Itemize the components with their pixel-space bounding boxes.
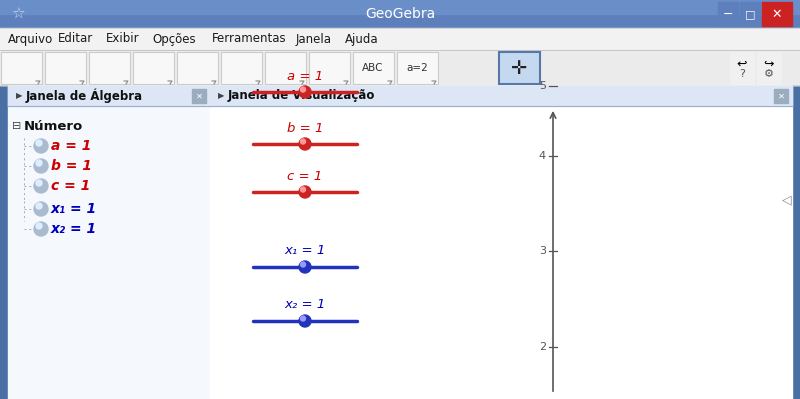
Bar bbox=[192, 89, 206, 103]
Circle shape bbox=[34, 179, 48, 193]
Bar bbox=[740, 2, 760, 26]
FancyBboxPatch shape bbox=[353, 52, 394, 84]
Text: Janela: Janela bbox=[296, 32, 332, 45]
Text: Ajuda: Ajuda bbox=[345, 32, 378, 45]
FancyBboxPatch shape bbox=[309, 52, 350, 84]
Text: b = 1: b = 1 bbox=[287, 122, 323, 134]
Bar bbox=[718, 2, 738, 26]
Bar bbox=[0, 0, 800, 14]
Circle shape bbox=[299, 86, 311, 98]
Text: 2: 2 bbox=[539, 342, 546, 352]
Text: x₂ = 1: x₂ = 1 bbox=[51, 222, 97, 236]
Text: ↪: ↪ bbox=[764, 57, 774, 71]
Text: Janela de Visualização: Janela de Visualização bbox=[228, 89, 375, 103]
FancyBboxPatch shape bbox=[177, 52, 218, 84]
Text: a = 1: a = 1 bbox=[51, 139, 91, 153]
Circle shape bbox=[36, 223, 42, 229]
Circle shape bbox=[301, 139, 306, 144]
Text: 4: 4 bbox=[539, 151, 546, 161]
Circle shape bbox=[299, 261, 311, 273]
Text: Editar: Editar bbox=[58, 32, 94, 45]
Text: Opções: Opções bbox=[152, 32, 196, 45]
Circle shape bbox=[36, 140, 42, 146]
Text: ✕: ✕ bbox=[195, 91, 202, 101]
Bar bbox=[8, 86, 210, 399]
Bar bbox=[210, 86, 792, 399]
Text: ▶: ▶ bbox=[16, 91, 22, 101]
Bar bbox=[0, 86, 8, 399]
Text: −: − bbox=[722, 8, 734, 20]
Text: ▶: ▶ bbox=[218, 91, 225, 101]
Circle shape bbox=[299, 186, 311, 198]
Text: Exibir: Exibir bbox=[106, 32, 140, 45]
FancyBboxPatch shape bbox=[221, 52, 262, 84]
FancyBboxPatch shape bbox=[499, 52, 540, 84]
Circle shape bbox=[301, 187, 306, 192]
Text: □: □ bbox=[745, 9, 755, 19]
Text: ⚙: ⚙ bbox=[764, 69, 774, 79]
Text: x₂ = 1: x₂ = 1 bbox=[284, 298, 326, 312]
Text: ◁: ◁ bbox=[782, 194, 792, 207]
Text: Arquivo: Arquivo bbox=[8, 32, 54, 45]
Circle shape bbox=[34, 139, 48, 153]
Bar bbox=[8, 86, 210, 106]
Text: ABC: ABC bbox=[362, 63, 384, 73]
Circle shape bbox=[301, 316, 306, 321]
Text: ✛: ✛ bbox=[511, 59, 527, 77]
Bar bbox=[0, 0, 800, 28]
Text: a=2: a=2 bbox=[406, 63, 428, 73]
Text: ↩: ↩ bbox=[737, 57, 747, 71]
Circle shape bbox=[36, 180, 42, 186]
Text: Número: Número bbox=[24, 119, 83, 132]
Bar bbox=[210, 86, 792, 106]
Text: c = 1: c = 1 bbox=[51, 179, 90, 193]
Text: GeoGebra: GeoGebra bbox=[365, 7, 435, 21]
Circle shape bbox=[301, 87, 306, 92]
FancyBboxPatch shape bbox=[45, 52, 86, 84]
Circle shape bbox=[301, 262, 306, 267]
Text: x₁ = 1: x₁ = 1 bbox=[51, 202, 97, 216]
Text: c = 1: c = 1 bbox=[287, 170, 322, 182]
Circle shape bbox=[299, 138, 311, 150]
FancyBboxPatch shape bbox=[89, 52, 130, 84]
Circle shape bbox=[36, 160, 42, 166]
Text: a = 1: a = 1 bbox=[287, 69, 323, 83]
FancyBboxPatch shape bbox=[397, 52, 438, 84]
Text: 5: 5 bbox=[539, 81, 546, 91]
Circle shape bbox=[36, 203, 42, 209]
Text: x₁ = 1: x₁ = 1 bbox=[284, 245, 326, 257]
FancyBboxPatch shape bbox=[133, 52, 174, 84]
Text: ✕: ✕ bbox=[772, 8, 782, 20]
Text: ?: ? bbox=[739, 69, 745, 79]
Text: ⊟: ⊟ bbox=[12, 121, 22, 131]
Bar bbox=[0, 28, 800, 50]
Circle shape bbox=[34, 202, 48, 216]
Text: b = 1: b = 1 bbox=[51, 159, 92, 173]
Bar bbox=[774, 89, 788, 103]
FancyBboxPatch shape bbox=[1, 52, 42, 84]
Bar bbox=[792, 86, 800, 399]
FancyBboxPatch shape bbox=[265, 52, 306, 84]
Circle shape bbox=[34, 222, 48, 236]
Text: ☆: ☆ bbox=[11, 6, 25, 22]
Bar bbox=[0, 50, 800, 86]
Text: Janela de Álgebra: Janela de Álgebra bbox=[26, 89, 143, 103]
Text: ✕: ✕ bbox=[778, 91, 785, 101]
Text: 3: 3 bbox=[539, 246, 546, 256]
Bar bbox=[757, 52, 781, 84]
Bar bbox=[762, 2, 792, 26]
Bar bbox=[730, 52, 754, 84]
Text: Ferramentas: Ferramentas bbox=[212, 32, 286, 45]
Circle shape bbox=[34, 159, 48, 173]
Circle shape bbox=[299, 315, 311, 327]
